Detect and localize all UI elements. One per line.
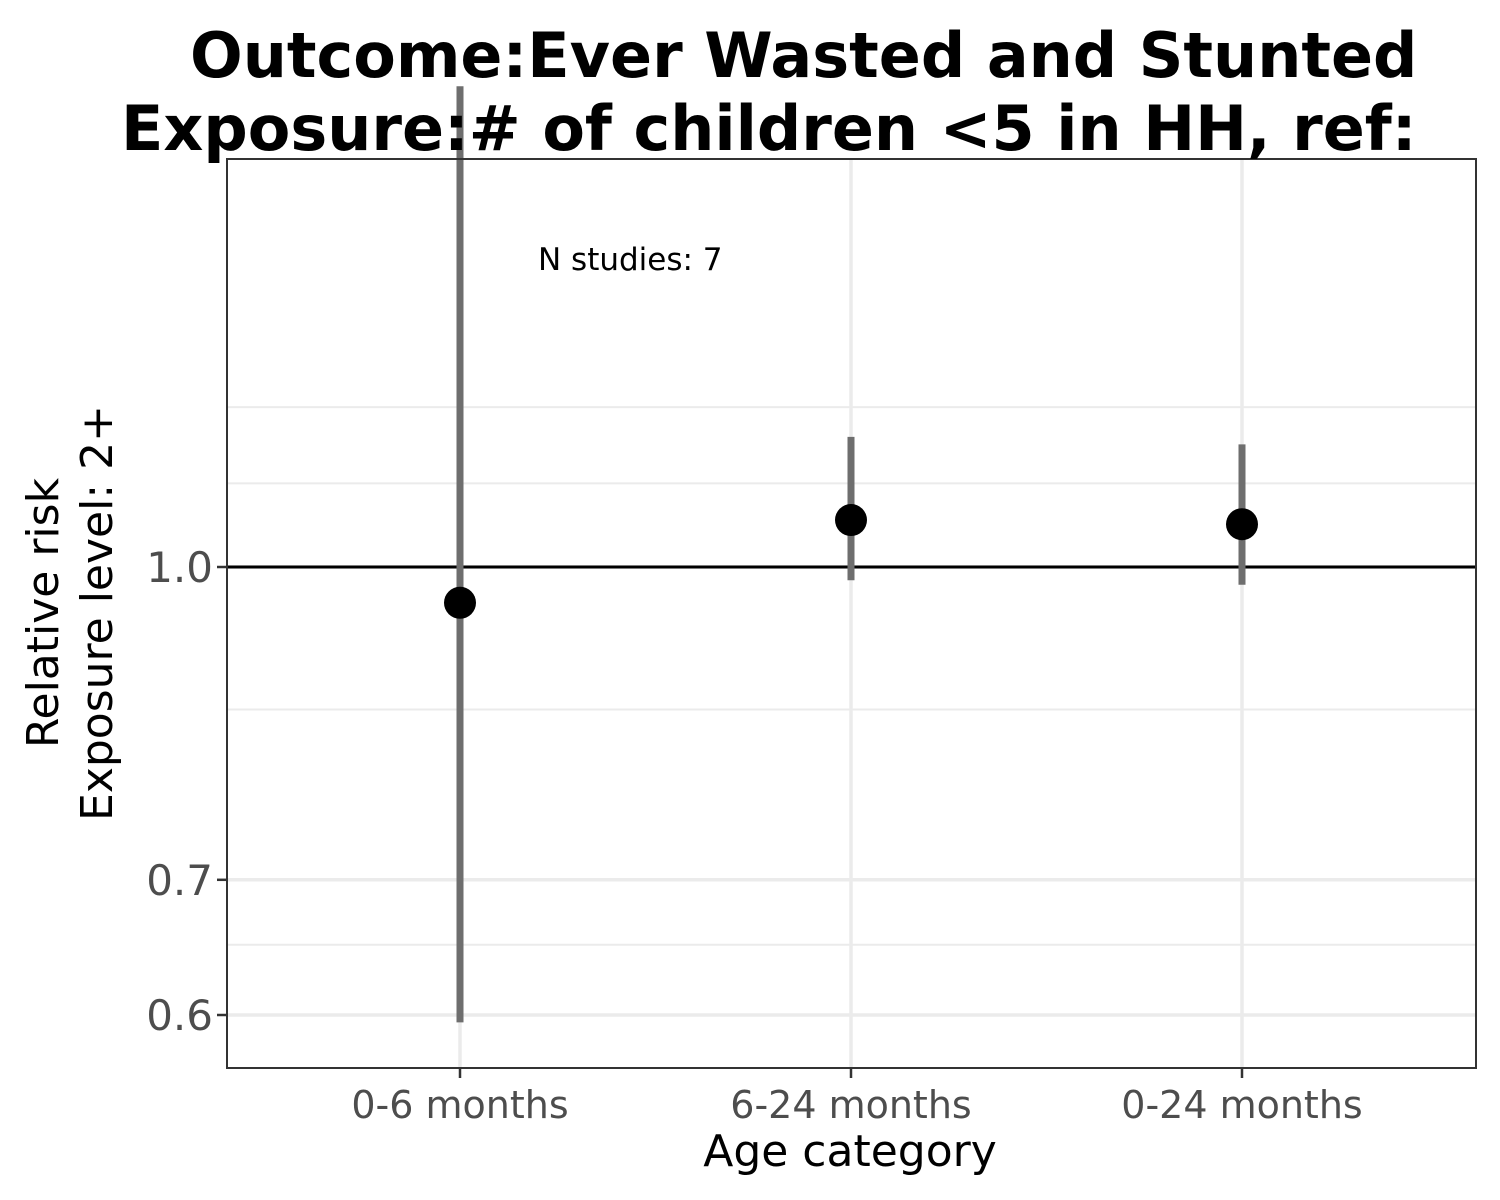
x-tick-label: 0-24 months xyxy=(1121,1083,1362,1127)
x-axis-title: Age category xyxy=(703,1126,997,1177)
y-axis-title-line-2: Exposure level: 2+ xyxy=(72,405,123,821)
point-estimate xyxy=(444,586,476,619)
y-tick-label: 1.0 xyxy=(146,543,213,592)
marks-layer xyxy=(444,86,1258,1023)
chart-title-line-1: Outcome:Ever Wasted and Stunted xyxy=(190,19,1417,92)
y-tick-label: 0.6 xyxy=(146,991,213,1040)
x-tick-label: 6-24 months xyxy=(730,1083,971,1127)
point-estimate xyxy=(1226,508,1258,541)
axis-layer: 0.6 0.7 1.0 0-6 months 6-24 months 0-24 month… xyxy=(146,543,1363,1127)
n-studies-annotation: N studies: 7 xyxy=(538,242,723,278)
chart-title-line-2: Exposure:# of children <5 in HH, ref: xyxy=(121,92,1417,165)
y-axis-title-line-1: Relative risk xyxy=(18,477,69,748)
x-tick-label: 0-6 months xyxy=(351,1083,568,1127)
y-tick-label: 0.7 xyxy=(146,856,213,905)
point-estimate xyxy=(835,504,867,537)
